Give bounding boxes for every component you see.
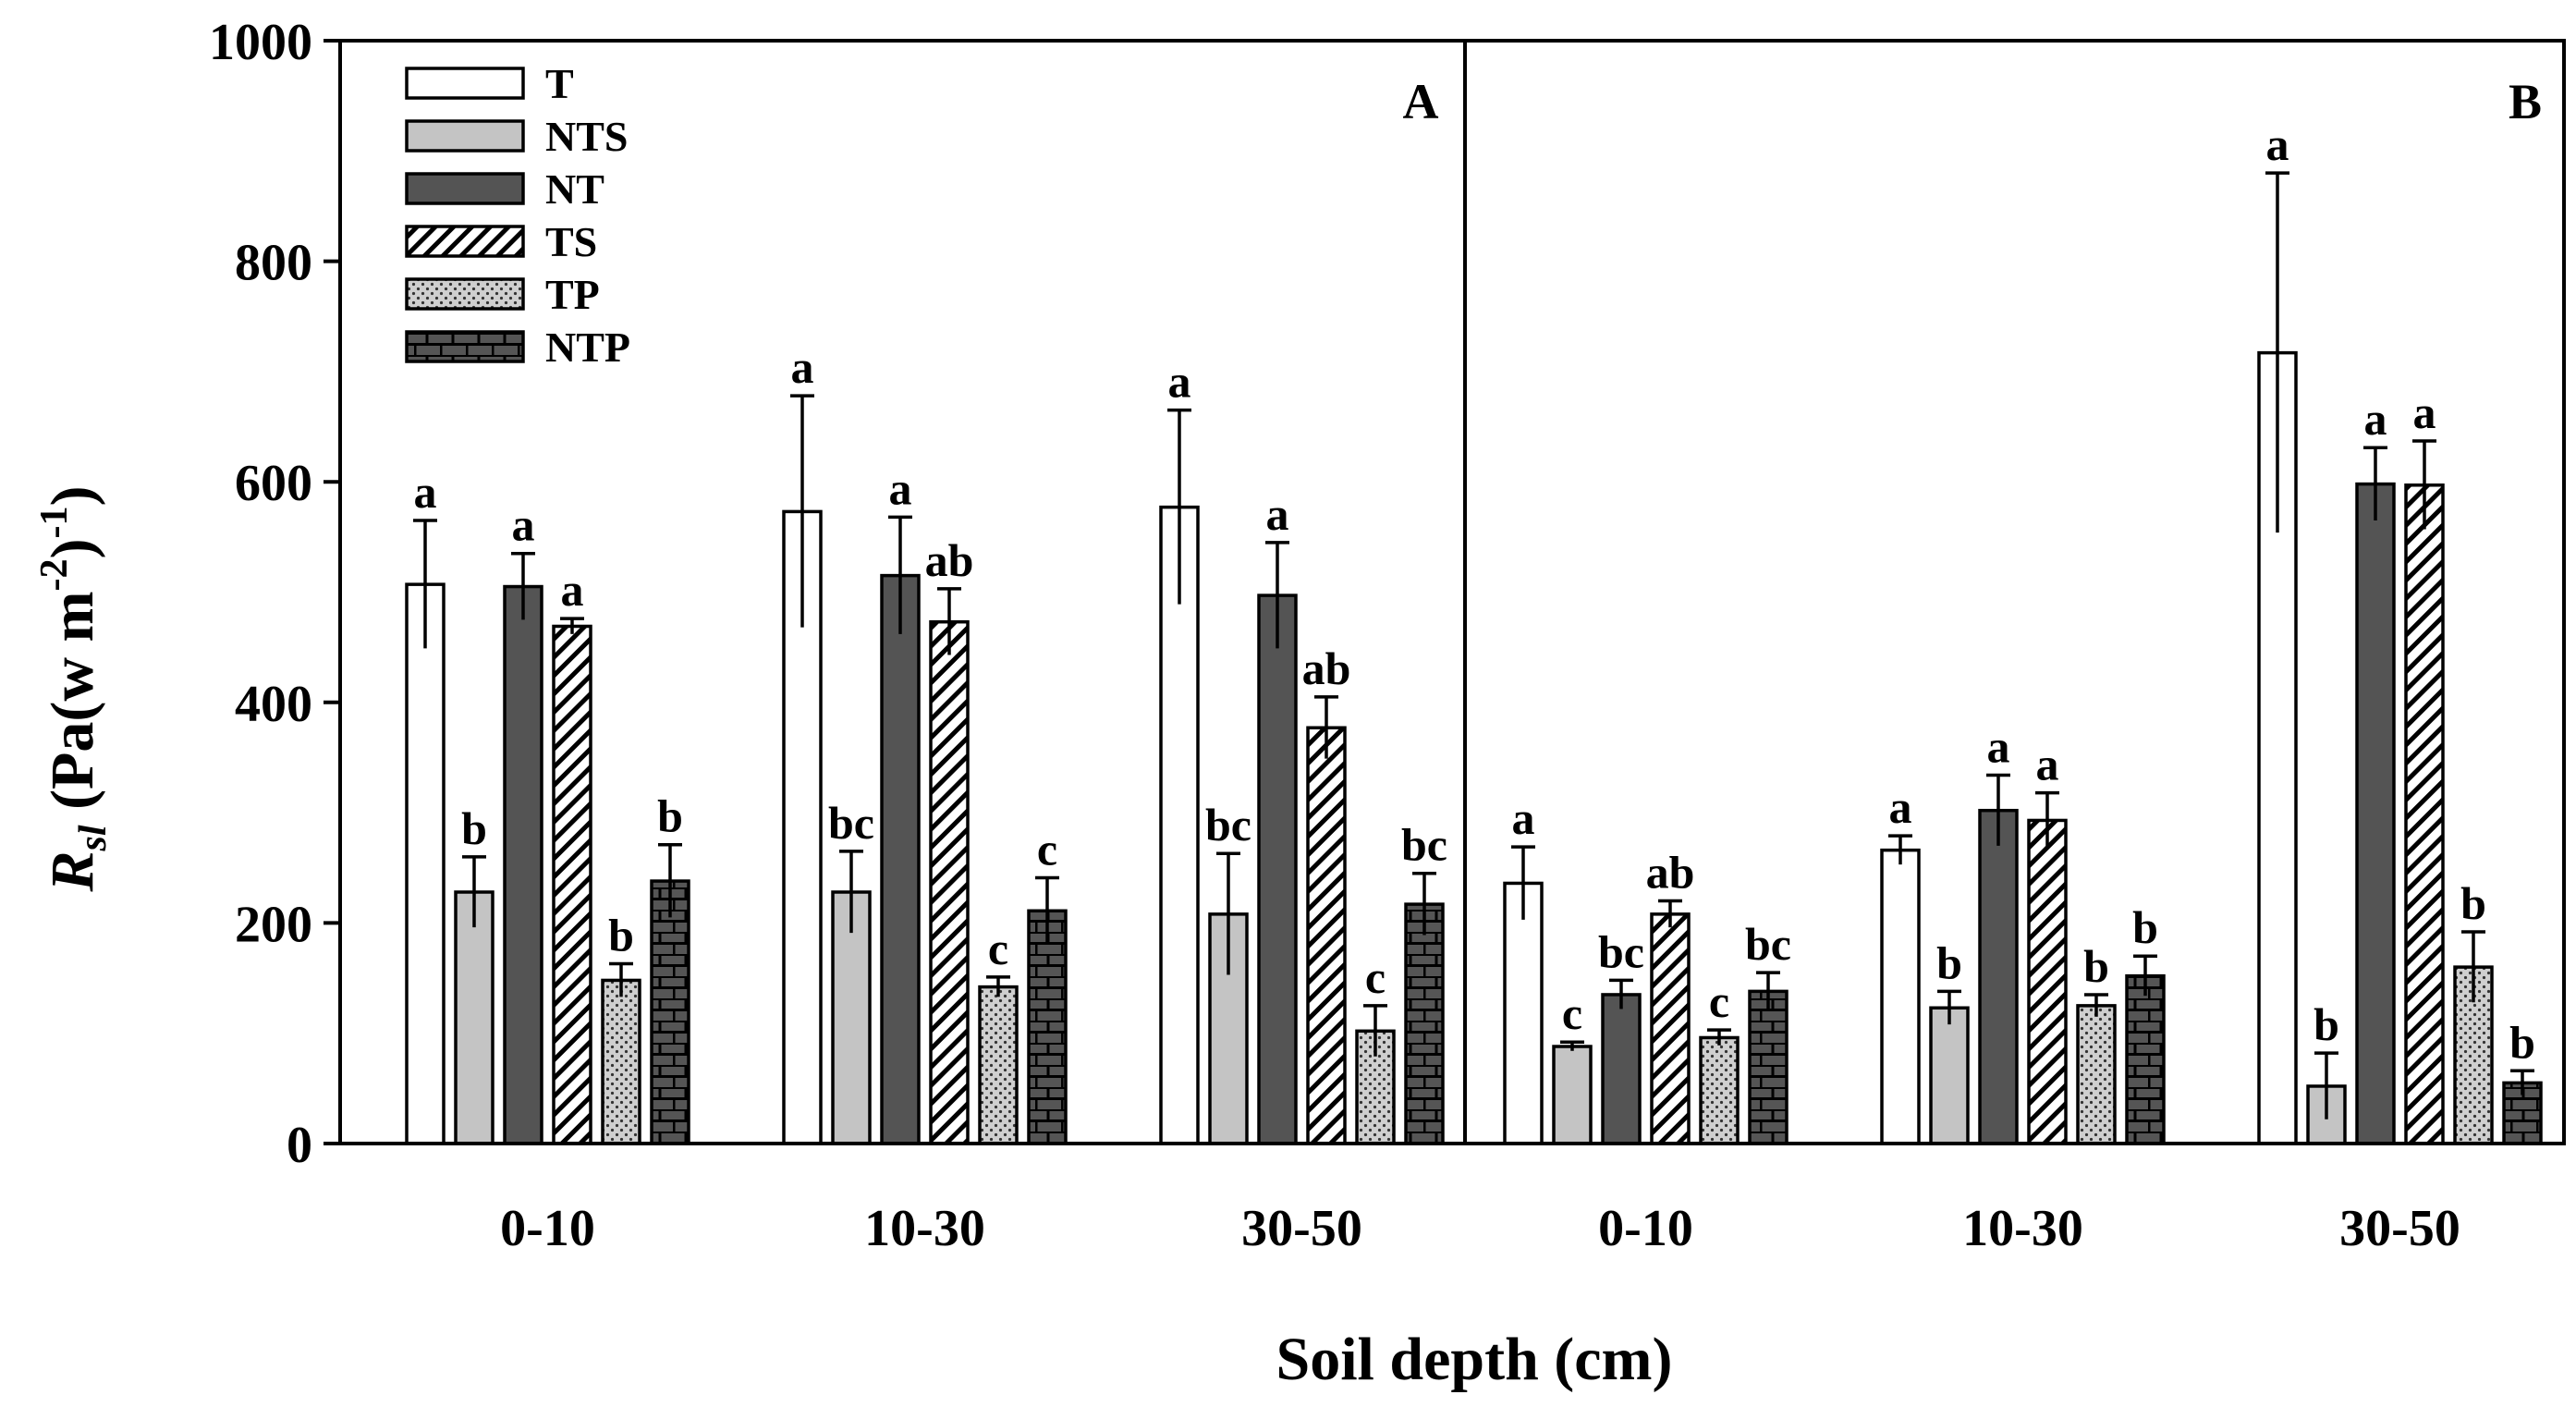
legend-label: NT — [545, 165, 604, 213]
legend-label: NTP — [545, 324, 630, 371]
bar-tp — [2076, 1004, 2117, 1145]
significance-letter: bc — [1205, 799, 1251, 850]
significance-letter: b — [657, 790, 683, 842]
significance-letter: b — [2314, 998, 2339, 1050]
significance-letter: a — [1266, 488, 1289, 540]
bar-ntp — [1404, 902, 1445, 1145]
panel-label: B — [2509, 74, 2542, 129]
legend-label: T — [545, 60, 574, 107]
significance-letter: a — [2036, 739, 2059, 790]
significance-letter: c — [988, 923, 1008, 974]
legend-swatch — [405, 277, 525, 311]
significance-letter: c — [1365, 951, 1386, 1003]
legend-swatch — [405, 330, 525, 363]
bar-nt — [1601, 993, 1642, 1145]
legend: T NTS NT TS TP NTP — [405, 60, 630, 371]
bar-nts — [1552, 1045, 1593, 1145]
bar-tp — [978, 985, 1019, 1145]
bar-ts — [2027, 818, 2068, 1145]
bar-nt — [2355, 482, 2396, 1145]
significance-letter: a — [1512, 792, 1535, 844]
panel-label: A — [1403, 74, 1439, 129]
bar-ts — [552, 624, 592, 1145]
bar-nt — [1257, 593, 1298, 1145]
significance-letter: a — [561, 564, 584, 616]
y-tick-label: 0 — [287, 1117, 312, 1174]
x-tick-label: 30-50 — [1241, 1200, 1362, 1257]
svg-text:Rsl (Pa(w m-2)-1): Rsl (Pa(w m-2)-1) — [33, 486, 115, 893]
bar-ntp — [1027, 909, 1068, 1145]
y-tick-label: 200 — [235, 896, 312, 953]
bar-nts — [454, 890, 494, 1145]
legend-swatch — [405, 67, 525, 100]
significance-letter: a — [2266, 118, 2289, 170]
significance-letter: b — [2460, 877, 2486, 929]
significance-letter: b — [1936, 936, 1962, 988]
significance-letter: c — [1562, 987, 1582, 1039]
bar-nt — [880, 573, 921, 1145]
bar-ntp — [2125, 973, 2166, 1145]
significance-letter: a — [414, 466, 437, 518]
significance-letter: a — [889, 462, 912, 514]
legend-swatch — [405, 119, 525, 153]
bar-nt — [1978, 808, 2019, 1145]
bar-nt — [503, 584, 543, 1145]
bar-tp — [1699, 1035, 1740, 1145]
bar-tp — [601, 978, 641, 1145]
x-tick-label: 30-50 — [2339, 1200, 2460, 1257]
significance-letter: b — [2132, 901, 2158, 953]
legend-label: NTS — [545, 113, 628, 160]
significance-letter: c — [1709, 975, 1729, 1027]
significance-letter: bc — [828, 797, 874, 849]
significance-letter: a — [2364, 393, 2387, 445]
plot-frame — [338, 39, 2566, 1145]
y-axis-title: Rsl (Pa(w m-2)-1) — [33, 486, 115, 893]
y-tick-label: 400 — [235, 676, 312, 733]
significance-letter: a — [1987, 721, 2010, 773]
significance-letter: c — [1037, 823, 1057, 875]
y-tick-label: 800 — [235, 235, 312, 292]
x-tick-label: 0-10 — [1598, 1200, 1693, 1257]
bar-ts — [2404, 483, 2445, 1145]
legend-swatch — [405, 172, 525, 205]
significance-letter: b — [2083, 940, 2109, 992]
significance-letter: b — [461, 802, 487, 854]
significance-letter: a — [1168, 356, 1191, 408]
bar-ntp — [650, 879, 690, 1145]
bar-ntp — [1748, 989, 1789, 1145]
significance-letter: bc — [1401, 819, 1447, 871]
significance-letter: ab — [1646, 847, 1695, 899]
significance-letter: ab — [925, 534, 974, 586]
legend-label: TP — [545, 271, 600, 318]
x-axis-title: Soil depth (cm) — [1276, 1326, 1673, 1393]
y-tick-label: 1000 — [209, 14, 312, 71]
x-tick-label: 10-30 — [864, 1200, 985, 1257]
significance-letter: a — [791, 341, 814, 393]
bar-t — [405, 582, 446, 1145]
y-axis-ticks: 0 200 400 600 800 1000 — [209, 14, 340, 1174]
significance-letter: ab — [1302, 642, 1351, 694]
significance-letter: a — [512, 499, 535, 551]
bar-nts — [1929, 1006, 1970, 1145]
significance-letter: a — [1889, 781, 1912, 833]
bar-ts — [929, 619, 970, 1145]
x-tick-label: 10-30 — [1962, 1200, 2083, 1257]
bar-t — [1503, 881, 1544, 1145]
y-tick-label: 600 — [235, 455, 312, 512]
legend-label: TS — [545, 218, 597, 265]
x-tick-label: 0-10 — [500, 1200, 595, 1257]
significance-letter: bc — [1745, 918, 1791, 970]
bar-t — [1880, 848, 1921, 1145]
bar-ts — [1306, 726, 1347, 1145]
significance-letter: b — [2509, 1016, 2535, 1068]
legend-swatch — [405, 225, 525, 258]
bar-ts — [1650, 912, 1691, 1145]
significance-letter: a — [2413, 386, 2436, 438]
significance-letter: b — [608, 910, 634, 961]
significance-letter: bc — [1598, 925, 1644, 977]
